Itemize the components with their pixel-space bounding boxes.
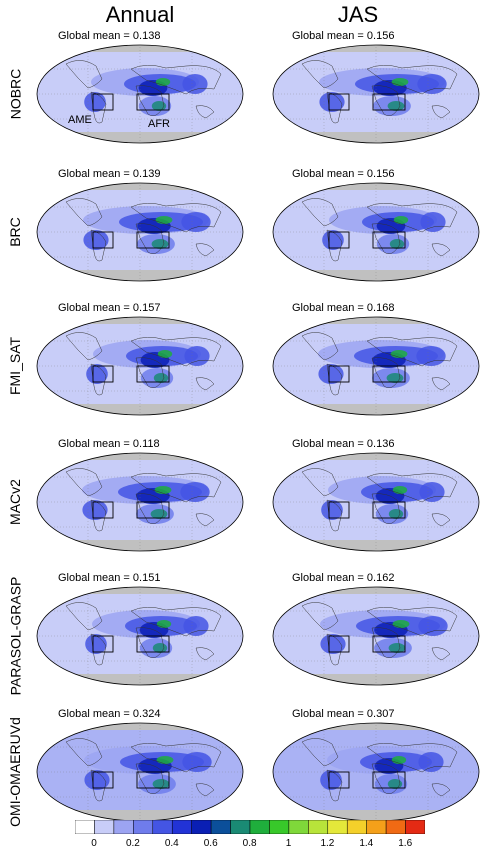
- global-mean-annual: Global mean = 0.324: [58, 708, 161, 720]
- colorbar-tick-label: 0.2: [125, 838, 140, 849]
- region-box-afr: [372, 501, 406, 519]
- region-box-ame: [92, 501, 114, 519]
- row-label-text: MACv2: [7, 479, 23, 525]
- region-box-afr: [372, 93, 406, 111]
- region-box-ame: [92, 635, 114, 653]
- map-annual-0: [36, 44, 244, 144]
- colorbar-tick-label: 0.8: [242, 838, 257, 849]
- row-label-1: BRC: [0, 182, 30, 282]
- global-mean-jas: Global mean = 0.168: [292, 302, 395, 314]
- colorbar-swatch: [191, 820, 212, 834]
- global-mean-jas: Global mean = 0.162: [292, 572, 395, 584]
- global-mean-jas: Global mean = 0.136: [292, 438, 395, 450]
- colorbar-swatch: [171, 820, 192, 834]
- row-label-0: NOBRC: [0, 44, 30, 144]
- colorbar-tick-label: 1.4: [359, 838, 374, 849]
- map-jas-5: [272, 722, 480, 822]
- colorbar-swatch: [210, 820, 231, 834]
- region-box-afr: [372, 771, 406, 789]
- row-label-text: FMI_SAT: [7, 336, 24, 396]
- region-box-ame: [328, 771, 350, 789]
- column-title-jas: JAS: [337, 2, 379, 27]
- colorbar-tick-label: 1: [285, 838, 292, 849]
- colorbar-swatch: [385, 820, 406, 834]
- map-jas-0: [272, 44, 480, 144]
- row-label-4: PARASOL-GRASP: [0, 577, 30, 696]
- colorbar-swatch: [75, 820, 95, 834]
- colorbar: [75, 820, 425, 834]
- colorbar-tick-label: 0.4: [164, 838, 179, 849]
- global-mean-jas: Global mean = 0.307: [292, 708, 395, 720]
- region-box-afr: [372, 365, 406, 383]
- map-annual-2: [36, 316, 244, 416]
- map-jas-4: [272, 586, 480, 686]
- region-box-ame: [92, 365, 114, 383]
- map-annual-5: [36, 722, 244, 822]
- map-annual-3: [36, 452, 244, 552]
- region-box-ame: [328, 93, 350, 111]
- colorbar-swatch: [152, 820, 173, 834]
- global-mean-annual: Global mean = 0.151: [58, 572, 161, 584]
- colorbar-swatch: [269, 820, 290, 834]
- colorbar-swatch: [366, 820, 387, 834]
- region-box-ame: [92, 771, 114, 789]
- colorbar-swatch: [133, 820, 154, 834]
- colorbar-swatch: [346, 820, 367, 834]
- colorbar-swatch: [230, 820, 251, 834]
- colorbar-tick-label: 1.6: [398, 838, 413, 849]
- region-box-afr: [372, 231, 406, 249]
- row-label-2: FMI_SAT: [0, 316, 30, 416]
- colorbar-swatch: [249, 820, 270, 834]
- colorbar-swatch: [327, 820, 348, 834]
- column-title-annual: Annual: [105, 2, 175, 27]
- colorbar-swatch: [94, 820, 115, 834]
- region-box-afr: [136, 231, 170, 249]
- colorbar-swatch: [288, 820, 309, 834]
- colorbar-swatch: [405, 820, 425, 834]
- row-label-text: OMI-OMAERUVd: [7, 717, 23, 827]
- region-box-afr: [136, 365, 170, 383]
- region-box-afr: [136, 771, 170, 789]
- region-box-afr: [136, 635, 170, 653]
- colorbar-tick-label: 1.2: [320, 838, 335, 849]
- global-mean-jas: Global mean = 0.156: [292, 30, 395, 42]
- region-box-ame: [328, 501, 350, 519]
- row-label-5: OMI-OMAERUVd: [0, 717, 30, 827]
- map-jas-2: [272, 316, 480, 416]
- region-box-afr: [136, 501, 170, 519]
- row-label-text: NOBRC: [7, 68, 23, 120]
- region-box-afr: [136, 93, 170, 111]
- global-mean-annual: Global mean = 0.138: [58, 30, 161, 42]
- global-mean-jas: Global mean = 0.156: [292, 168, 395, 180]
- region-box-afr: [372, 635, 406, 653]
- colorbar-swatch: [308, 820, 329, 834]
- global-mean-annual: Global mean = 0.139: [58, 168, 161, 180]
- colorbar-swatch: [113, 820, 134, 834]
- region-box-ame: [92, 231, 114, 249]
- colorbar-tick-label: 0.6: [203, 838, 218, 849]
- region-label-ame: AME: [68, 114, 92, 126]
- row-label-text: PARASOL-GRASP: [7, 576, 23, 696]
- row-label-3: MACv2: [0, 452, 30, 552]
- region-box-ame: [328, 365, 350, 383]
- global-mean-annual: Global mean = 0.157: [58, 302, 161, 314]
- map-annual-1: [36, 182, 244, 282]
- map-annual-4: [36, 586, 244, 686]
- region-box-ame: [328, 635, 350, 653]
- map-jas-3: [272, 452, 480, 552]
- region-label-afr: AFR: [148, 118, 170, 130]
- region-box-ame: [92, 93, 114, 111]
- global-mean-annual: Global mean = 0.118: [58, 438, 160, 450]
- map-jas-1: [272, 182, 480, 282]
- colorbar-tick-label: 0: [91, 838, 97, 849]
- region-box-ame: [328, 231, 350, 249]
- row-label-text: BRC: [7, 217, 23, 247]
